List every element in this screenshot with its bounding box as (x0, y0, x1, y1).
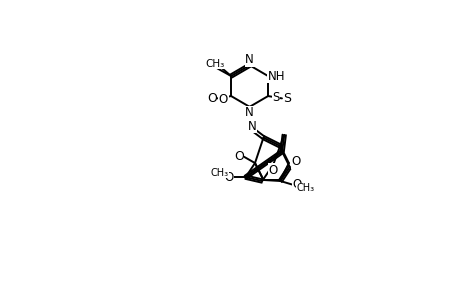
Text: NH: NH (267, 70, 285, 83)
Text: N: N (245, 53, 253, 66)
Text: O: O (207, 92, 216, 105)
Text: S: S (283, 92, 291, 105)
Text: O: O (291, 178, 301, 191)
Text: CH₃: CH₃ (297, 183, 314, 194)
Text: CH₃: CH₃ (205, 59, 224, 69)
Text: O: O (291, 155, 300, 168)
Text: N: N (247, 120, 256, 133)
Text: O: O (224, 171, 233, 184)
Text: N: N (245, 106, 253, 119)
Text: S: S (272, 91, 279, 104)
Text: O: O (268, 164, 277, 177)
Text: O: O (218, 93, 228, 106)
Text: O: O (233, 150, 243, 163)
Text: CH₃: CH₃ (210, 168, 228, 178)
